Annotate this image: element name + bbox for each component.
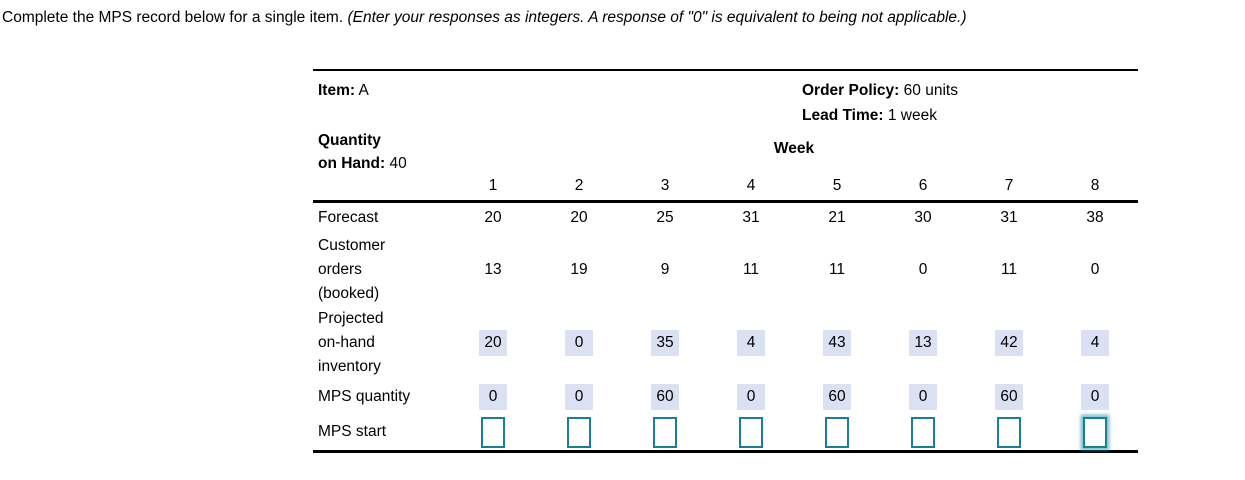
mps-start-input-week-6[interactable] (911, 416, 935, 448)
week-number-3: 3 (660, 177, 670, 194)
table-top-rule (313, 69, 1138, 71)
mps-quantity-answer-week-1[interactable]: 0 (479, 384, 507, 410)
customer-orders-value-week-8: 0 (1090, 260, 1100, 278)
customer-orders-value-week-6: 0 (918, 260, 928, 278)
mps-start-input-week-7[interactable] (997, 416, 1021, 448)
mps-quantity-answer-week-3[interactable]: 60 (651, 384, 679, 410)
quantity-on-hand-line1: Quantity (318, 132, 381, 149)
customer-orders-value-week-5: 11 (828, 260, 846, 278)
customer-orders-value-week-1: 13 (484, 260, 502, 278)
forecast-value-week-5: 21 (828, 209, 846, 226)
customer-orders-row: Customer orders (booked) 13 19 9 11 11 0… (313, 233, 1138, 306)
order-policy-value: 60 units (903, 82, 958, 99)
order-policy-field: Order Policy: 60 units (802, 82, 958, 100)
week-number-8: 8 (1090, 177, 1100, 194)
lead-time-value: 1 week (887, 107, 937, 124)
mps-quantity-answer-week-6[interactable]: 0 (909, 384, 937, 410)
mps-start-row: MPS start (313, 414, 1138, 450)
customer-orders-value-week-3: 9 (660, 260, 670, 278)
forecast-value-week-7: 31 (1000, 209, 1018, 226)
projected-on-hand-answer-week-4[interactable]: 4 (737, 330, 765, 356)
mps-quantity-answer-week-5[interactable]: 60 (823, 384, 851, 410)
forecast-value-week-2: 20 (570, 209, 588, 226)
quantity-on-hand-field: Quantity on Hand: 40 (318, 129, 407, 175)
table-mid-rule (313, 200, 1138, 203)
instruction-italic: (Enter your responses as integers. A res… (347, 9, 967, 26)
week-number-row: 1 2 3 4 5 6 7 8 (450, 177, 1138, 195)
projected-on-hand-answer-week-7[interactable]: 42 (995, 330, 1023, 356)
lead-time-label: Lead Time: (802, 107, 884, 124)
projected-on-hand-answer-week-8[interactable]: 4 (1081, 330, 1109, 356)
week-number-4: 4 (746, 177, 756, 194)
projected-on-hand-answer-week-3[interactable]: 35 (651, 330, 679, 356)
table-bottom-rule (313, 450, 1138, 453)
mps-start-input-week-5[interactable] (825, 416, 849, 448)
projected-on-hand-answer-week-1[interactable]: 20 (479, 330, 507, 356)
mps-start-input-week-1[interactable] (481, 416, 505, 448)
week-number-2: 2 (574, 177, 584, 194)
projected-on-hand-answer-week-5[interactable]: 43 (823, 330, 851, 356)
mps-start-input-week-3[interactable] (653, 416, 677, 448)
forecast-value-week-8: 38 (1086, 209, 1104, 226)
quantity-on-hand-value: 40 (389, 155, 407, 172)
forecast-value-week-1: 20 (484, 209, 502, 226)
item-value: A (358, 82, 369, 99)
quantity-on-hand-line2: on Hand: 40 (318, 155, 407, 172)
instruction-text: Complete the MPS record below for a sing… (2, 8, 1244, 27)
mps-quantity-answer-week-4[interactable]: 0 (737, 384, 765, 410)
mps-quantity-answer-week-2[interactable]: 0 (565, 384, 593, 410)
customer-orders-value-week-4: 11 (742, 260, 760, 278)
forecast-value-week-4: 31 (742, 209, 760, 226)
mps-quantity-answer-week-7[interactable]: 60 (995, 384, 1023, 410)
mps-quantity-row-label: MPS quantity (318, 388, 411, 405)
table-header: Item: A Order Policy: 60 units Lead Time… (313, 71, 1138, 200)
customer-orders-value-week-2: 19 (570, 260, 588, 278)
customer-orders-row-label: Customer orders (booked) (318, 236, 386, 302)
week-number-6: 6 (918, 177, 928, 194)
mps-quantity-row: MPS quantity 0 0 60 0 60 0 60 0 (313, 380, 1138, 414)
customer-orders-value-week-7: 11 (1000, 260, 1018, 278)
projected-on-hand-answer-week-6[interactable]: 13 (909, 330, 937, 356)
projected-on-hand-row-label: Projected on-hand inventory (318, 310, 384, 375)
mps-record-table: Item: A Order Policy: 60 units Lead Time… (313, 69, 1138, 453)
week-number-7: 7 (1004, 177, 1014, 194)
item-label: Item: (318, 82, 356, 99)
mps-start-row-label: MPS start (318, 423, 387, 440)
week-header: Week (773, 140, 815, 157)
projected-on-hand-row: Projected on-hand inventory 20 0 35 4 43… (313, 306, 1138, 380)
projected-on-hand-answer-week-2[interactable]: 0 (565, 330, 593, 356)
mps-quantity-answer-week-8[interactable]: 0 (1081, 384, 1109, 410)
mps-start-input-week-2[interactable] (567, 416, 591, 448)
item-field: Item: A (318, 82, 369, 100)
week-number-1: 1 (488, 177, 498, 194)
order-policy-label: Order Policy: (802, 82, 900, 99)
week-number-5: 5 (832, 177, 842, 194)
forecast-value-week-3: 25 (656, 209, 674, 226)
forecast-row-label: Forecast (318, 209, 379, 226)
forecast-value-week-6: 30 (914, 209, 932, 226)
lead-time-field: Lead Time: 1 week (802, 107, 937, 125)
mps-start-input-week-8[interactable] (1083, 416, 1107, 448)
instruction-normal: Complete the MPS record below for a sing… (2, 9, 348, 26)
mps-start-input-week-4[interactable] (739, 416, 763, 448)
forecast-row: Forecast 20 20 25 31 21 30 31 38 (313, 203, 1138, 233)
